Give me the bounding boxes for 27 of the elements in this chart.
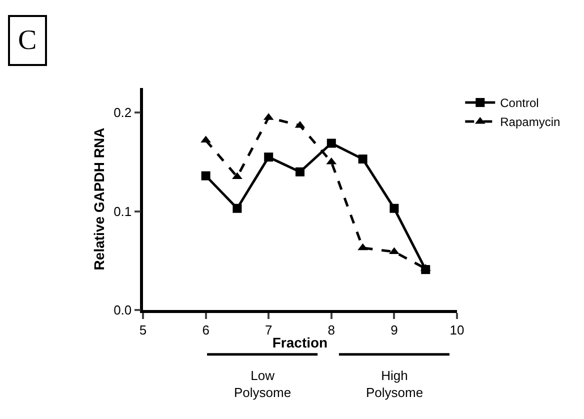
y-tick-label: 0.0 [114, 302, 132, 318]
point [232, 204, 242, 213]
legend-label: Rapamycin [500, 115, 560, 130]
text: Low Polysome [234, 368, 292, 400]
y-tick-label: 0.1 [114, 204, 132, 219]
x-tick-label: 7 [264, 322, 272, 338]
x-tick-label: 9 [390, 322, 398, 338]
x-tick-label: 8 [328, 322, 336, 338]
x-axis-title: Fraction [272, 334, 328, 351]
text: C [18, 25, 37, 56]
point [390, 204, 399, 213]
point [358, 154, 368, 164]
x-tick-label: 6 [202, 322, 210, 338]
point [232, 172, 242, 180]
point [200, 136, 211, 143]
point [201, 171, 210, 180]
point [296, 167, 304, 176]
y-axis-title: Relative GAPDH RNA [91, 128, 108, 270]
legend-label: Control [500, 96, 539, 110]
x-tick-label: 5 [139, 322, 147, 338]
text: High Polysome [366, 368, 424, 400]
y-tick-label: 0.2 [114, 105, 132, 120]
point [358, 243, 368, 250]
point [264, 152, 274, 162]
point [389, 247, 400, 254]
point [326, 138, 336, 148]
x-tick-label: 10 [450, 322, 464, 338]
